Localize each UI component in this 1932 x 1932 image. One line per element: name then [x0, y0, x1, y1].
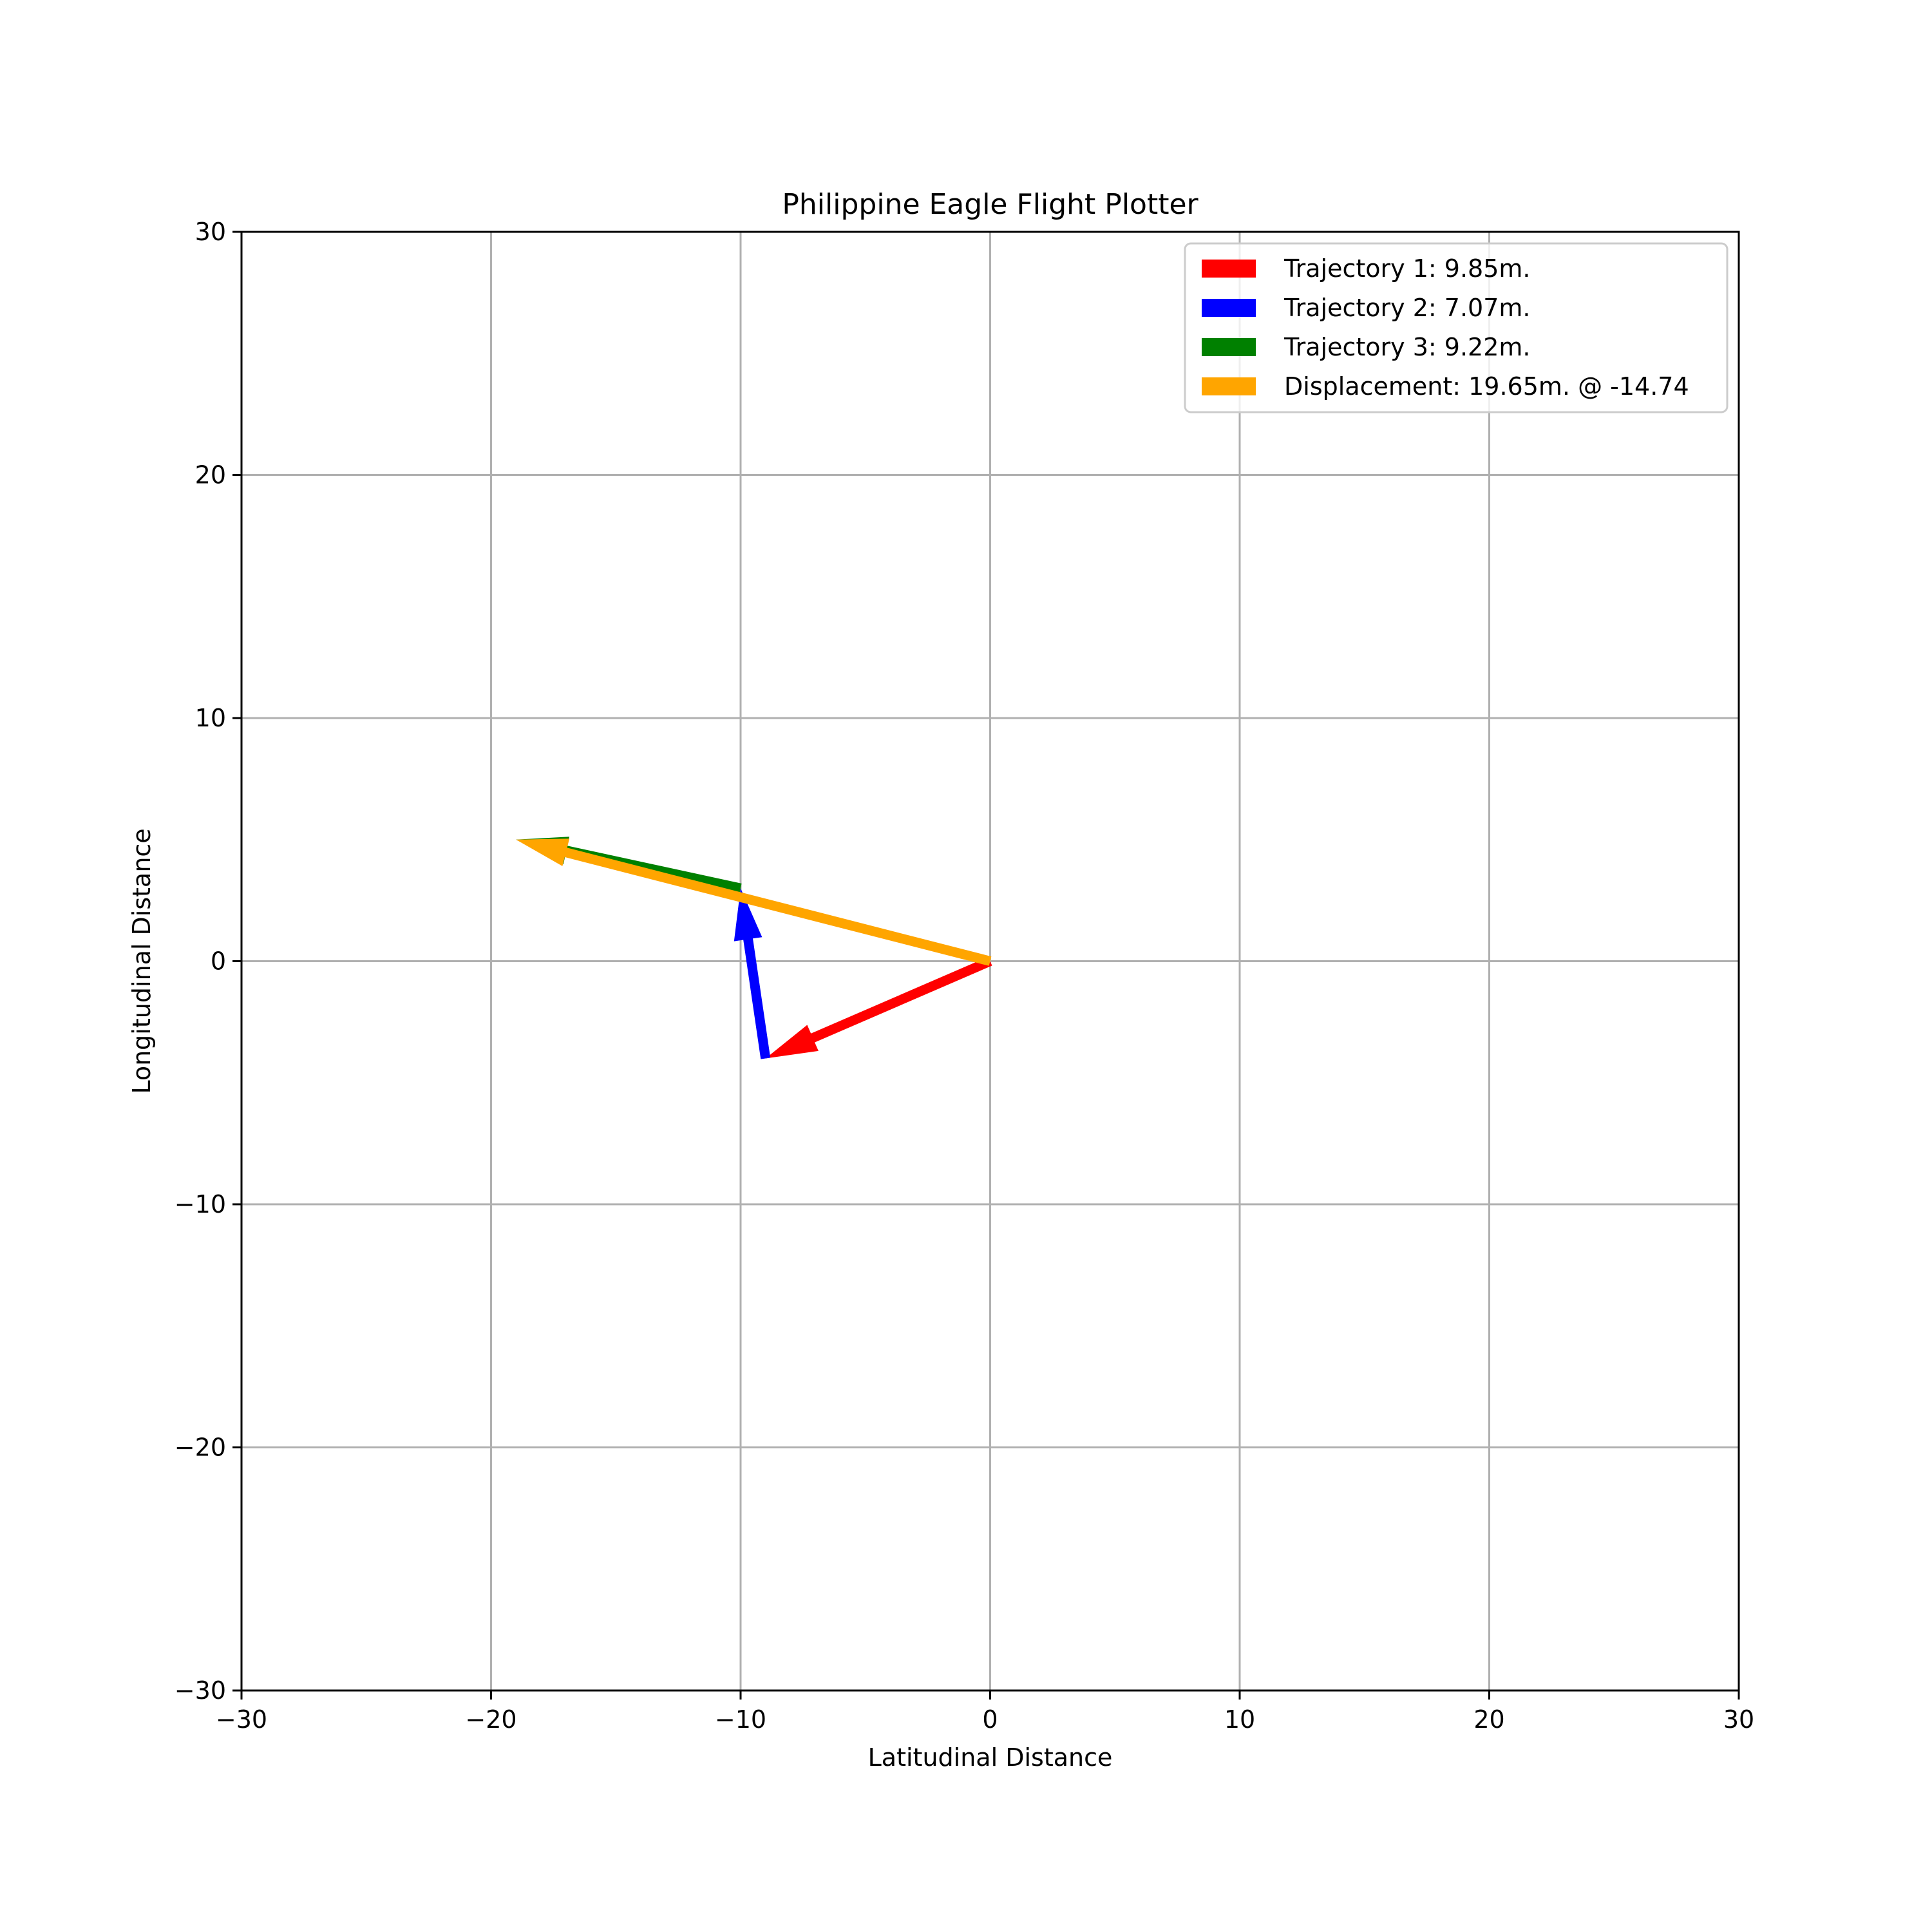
y-tick-label: −30: [175, 1676, 226, 1705]
legend: Trajectory 1: 9.85m. Trajectory 2: 7.07m.…: [1184, 242, 1728, 413]
legend-swatch-4: [1202, 377, 1256, 395]
x-axis-label: Latitudinal Distance: [868, 1743, 1113, 1772]
legend-entries: Trajectory 1: 9.85m. Trajectory 2: 7.07m.…: [1202, 254, 1689, 401]
chart-title: Philippine Eagle Flight Plotter: [782, 188, 1198, 221]
legend-label-1: Trajectory 1: 9.85m.: [1283, 254, 1530, 283]
legend-swatch-1: [1202, 260, 1256, 278]
legend-box: [1184, 242, 1728, 413]
ticks: −30 −20 −10 0 10 20 30 −30 −20 −10 0 10 20 30: [175, 218, 1754, 1734]
y-axis-label: Longitudinal Distance: [128, 828, 156, 1094]
arrow-series-4: [516, 838, 992, 966]
x-tick-label: 10: [1224, 1705, 1255, 1734]
y-tick-label: 0: [211, 947, 226, 976]
arrows: [516, 837, 992, 1059]
x-tick-label: −30: [216, 1705, 267, 1734]
y-tick-label: −10: [175, 1190, 226, 1218]
y-tick-label: 10: [195, 704, 226, 732]
arrow-series-2: [734, 888, 771, 1059]
legend-label-4: Displacement: 19.65m. @ -14.74: [1284, 372, 1689, 401]
x-tick-label: −20: [465, 1705, 516, 1734]
x-tick-label: 30: [1723, 1705, 1754, 1734]
y-tick-label: 30: [195, 218, 226, 246]
arrow-series-1: [765, 956, 992, 1059]
y-tick-label: −20: [175, 1434, 226, 1462]
x-tick-label: 0: [982, 1705, 998, 1734]
legend-swatch-3: [1202, 338, 1256, 356]
legend-swatch-2: [1202, 299, 1256, 317]
legend-label-3: Trajectory 3: 9.22m.: [1283, 333, 1530, 361]
x-tick-label: 20: [1473, 1705, 1504, 1734]
x-tick-label: −10: [715, 1705, 766, 1734]
y-tick-label: 20: [195, 461, 226, 489]
legend-label-2: Trajectory 2: 7.07m.: [1283, 294, 1530, 322]
